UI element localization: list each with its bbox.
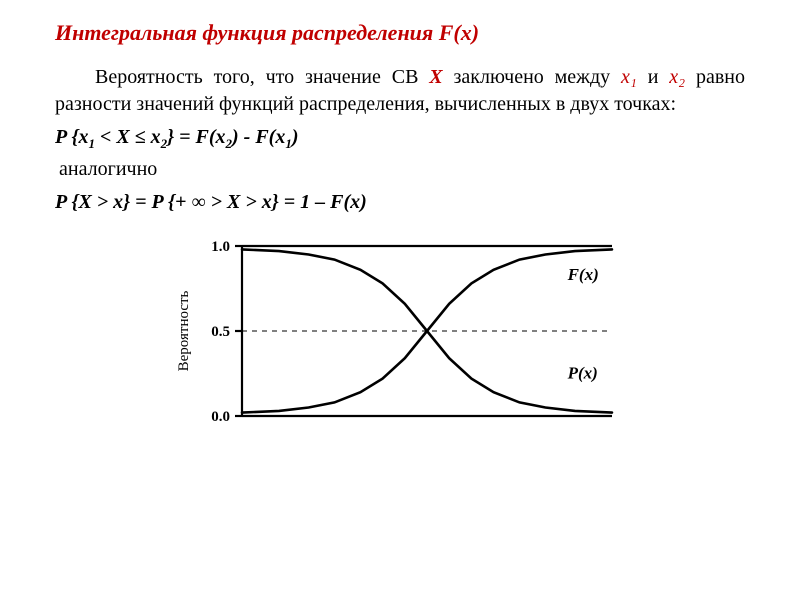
page-container: Интегральная функция распределения F(x) … [0, 0, 800, 452]
paragraph: Вероятность того, что значение СВ X закл… [55, 64, 745, 118]
formula-2: P {X > x} = P {+ ∞ > X > x} = 1 – F(x) [55, 191, 745, 214]
cdf-chart: 0.0 0.5 1.0 Вероятность F(x) P(x) [170, 232, 630, 442]
para-x2: x₂ [669, 66, 685, 88]
chart-wrap: 0.0 0.5 1.0 Вероятность F(x) P(x) [55, 232, 745, 442]
para-mid2: и [637, 66, 669, 88]
formula-1: P {x1 < X ≤ x2} = F(x2) - F(x1) [55, 126, 745, 152]
page-title: Интегральная функция распределения F(x) [55, 20, 745, 46]
analog-text: аналогично [59, 158, 745, 181]
svg-text:1.0: 1.0 [211, 239, 230, 255]
para-x1: x₁ [621, 66, 637, 88]
svg-text:0.0: 0.0 [211, 409, 230, 425]
svg-text:P(x): P(x) [567, 364, 598, 383]
para-pre: Вероятность того, что значение СВ [95, 66, 429, 88]
para-X: X [429, 66, 442, 88]
para-mid1: заключено между [443, 66, 621, 88]
svg-text:Вероятность: Вероятность [176, 290, 192, 371]
svg-text:0.5: 0.5 [211, 324, 230, 340]
svg-text:F(x): F(x) [567, 265, 599, 284]
